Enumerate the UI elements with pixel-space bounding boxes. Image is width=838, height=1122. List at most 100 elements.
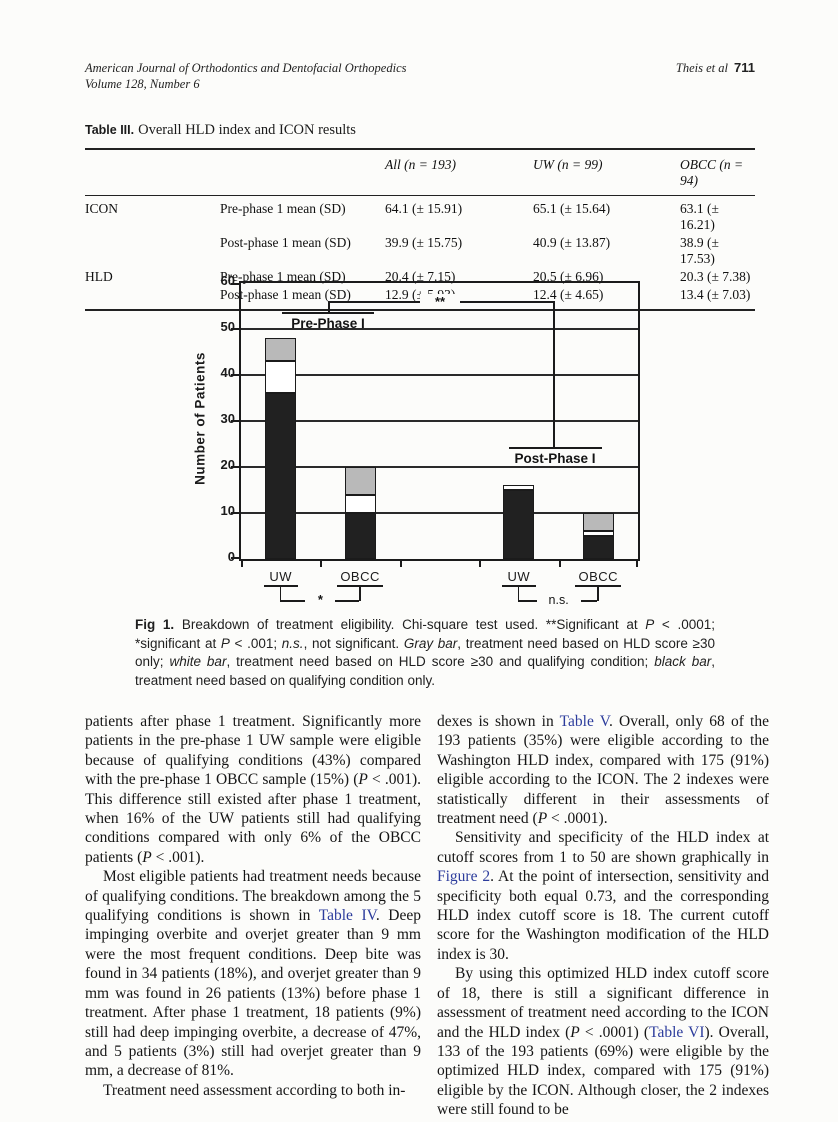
x-group-underline [337, 585, 384, 587]
x-tick-0 [241, 561, 243, 567]
page-number: 711 [734, 60, 755, 75]
y-tick-60 [231, 283, 241, 285]
row-label [85, 234, 220, 268]
paragraph: patients after phase 1 treatment. Signif… [85, 713, 421, 866]
gridline-40 [241, 374, 638, 376]
x-tick-3 [479, 561, 482, 567]
y-tick-label-50: 50 [220, 319, 235, 334]
top-significance-marker: ** [420, 294, 460, 309]
authors: Theis et al [675, 61, 729, 75]
y-tick-0 [231, 557, 241, 559]
bar-segment-gray-uw-pre [265, 338, 297, 362]
x-group-label-obcc: OBCC [340, 569, 380, 584]
x-group-label-obcc: OBCC [578, 569, 619, 584]
cross-reference-link[interactable]: Table IV [318, 907, 376, 925]
journal-volume: Volume 128, Number 6 [85, 77, 200, 91]
x-tick-2 [399, 561, 402, 567]
running-head: American Journal of Orthodontics and Den… [85, 60, 755, 92]
x-group-underline [501, 585, 536, 587]
body-column-right: dexes is shown in Table V. Overall, only… [437, 712, 769, 1120]
table-row: ICON Pre-phase 1 mean (SD) 64.1 (± 15.91… [85, 196, 755, 235]
pre-bracket-right [359, 587, 361, 601]
row-label: HLD [85, 269, 113, 284]
col-header-all: All (n = 193) [385, 149, 533, 196]
figure-1-caption: Fig 1. Breakdown of treatment eligibilit… [135, 617, 716, 688]
bar-segment-white-uw-post [503, 485, 535, 490]
paragraph: By using this optimized HLD index cutoff… [437, 965, 769, 1119]
body-column-left: patients after phase 1 treatment. Signif… [85, 712, 421, 1100]
gridline-20 [241, 466, 638, 468]
row-sublabel: Post-phase 1 mean (SD) [220, 235, 351, 250]
bar-segment-black-uw-pre [265, 393, 297, 559]
x-tick-5 [636, 561, 638, 567]
cross-reference-link[interactable]: Table VI [649, 1023, 705, 1041]
cell-value: 40.9 (± 13.87) [533, 235, 611, 250]
paragraph: Sensitivity and specificity of the HLD i… [437, 829, 769, 963]
post-phase-overline [509, 447, 602, 449]
y-tick-label-10: 10 [220, 503, 235, 518]
y-tick-40 [231, 374, 241, 376]
bar-segment-white-obcc-post [582, 531, 614, 536]
cell-value: 20.4 (± 7.15) [385, 269, 456, 284]
row-label: ICON [85, 201, 118, 216]
x-tick-1 [320, 561, 323, 567]
bar-segment-white-obcc-pre [344, 494, 376, 513]
pre-phase-label: Pre-Phase I [291, 316, 365, 331]
paragraph: Treatment need assessment according to b… [103, 1081, 406, 1099]
bar-segment-black-obcc-pre [344, 513, 376, 559]
cell-value: 63.1 (± 16.21) [680, 201, 719, 232]
pre-bracket-left [279, 587, 282, 601]
y-tick-10 [231, 512, 241, 514]
table-row: HLD Pre-phase 1 mean (SD) 20.4 (± 7.15) … [85, 268, 755, 286]
cell-value: 12.4 (± 4.65) [533, 287, 604, 302]
bar-segment-gray-obcc-pre [344, 467, 376, 495]
table-iii-title: Table III. Overall HLD index and ICON res… [85, 122, 755, 139]
col-header-obcc: OBCC (n = 94) [680, 149, 755, 196]
sig-bracket-right [553, 301, 555, 449]
gridline-30 [241, 420, 638, 422]
cell-value: 39.9 (± 15.75) [385, 235, 463, 250]
post-phase-label: Post-Phase I [514, 451, 596, 466]
gridline-10 [241, 512, 638, 514]
col-header-blank-1 [85, 149, 220, 196]
y-tick-30 [231, 420, 241, 422]
y-tick-label-20: 20 [220, 457, 235, 472]
post-group-significance: n.s. [536, 593, 581, 607]
table-row: Post-phase 1 mean (SD) 12.9 (± 5.93) 12.… [85, 286, 755, 310]
x-group-underline [263, 585, 298, 587]
post-bracket-left [517, 587, 520, 601]
bar-segment-white-uw-pre [265, 361, 297, 394]
cell-value: 20.3 (± 7.38) [680, 269, 751, 284]
cell-value: 38.9 (± 17.53) [680, 235, 719, 266]
y-tick-50 [231, 328, 241, 330]
cell-value: 20.5 (± 6.96) [533, 269, 604, 284]
y-tick-label-40: 40 [220, 365, 235, 380]
y-tick-label-60: 60 [220, 273, 235, 288]
table-iii-caption: Overall HLD index and ICON results [138, 122, 356, 138]
x-tick-4 [558, 561, 561, 567]
row-sublabel: Pre-phase 1 mean (SD) [220, 201, 346, 216]
y-tick-label-30: 30 [220, 411, 235, 426]
y-tick-20 [231, 466, 241, 468]
cross-reference-link[interactable]: Figure 2 [437, 868, 491, 886]
row-sublabel: Pre-phase 1 mean (SD) [220, 269, 346, 284]
table-row: Post-phase 1 mean (SD) 39.9 (± 15.75) 40… [85, 234, 755, 268]
cross-reference-link[interactable]: Table V [559, 713, 609, 730]
pre-group-significance: * [305, 592, 336, 607]
plot-area: UW OBCC UW OBCC Pre-Phase I ** Post-Phase I * n.… [231, 281, 640, 607]
col-header-blank-2 [220, 149, 385, 196]
cell-value: 13.4 (± 7.03) [680, 287, 751, 302]
bar-segment-gray-obcc-post [582, 513, 614, 532]
x-group-label-uw: UW [507, 569, 531, 584]
paragraph: dexes is shown in Table V. Overall, only… [437, 713, 769, 828]
cell-value: 64.1 (± 15.91) [385, 201, 463, 216]
gridline-50 [241, 328, 638, 330]
journal-title: American Journal of Orthodontics and Den… [85, 61, 407, 75]
post-bracket-right [597, 587, 599, 601]
bar-segment-black-uw-post [503, 490, 535, 559]
table-iii: All (n = 193) UW (n = 99) OBCC (n = 94) … [85, 148, 755, 311]
cell-value: 65.1 (± 15.64) [533, 201, 611, 216]
table-iii-label: Table III. [85, 123, 135, 137]
paragraph: Most eligible patients had treatment nee… [85, 868, 422, 1080]
sig-bracket-stub [328, 301, 330, 314]
